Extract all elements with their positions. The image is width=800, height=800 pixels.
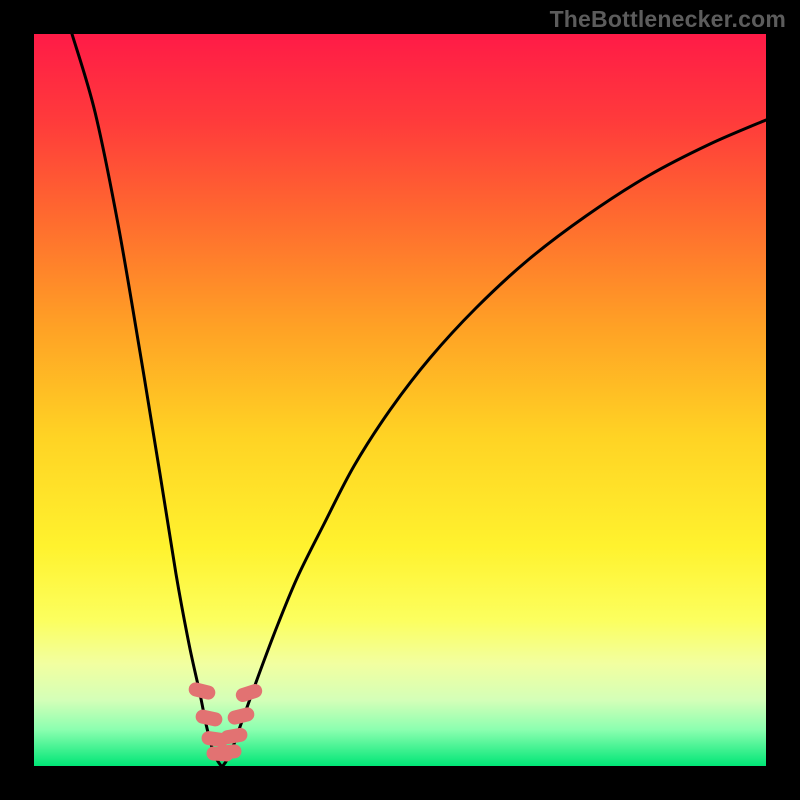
chart-root: TheBottlenecker.com <box>0 0 800 800</box>
watermark-text: TheBottlenecker.com <box>550 6 786 33</box>
plot-background <box>34 34 766 766</box>
plot-area <box>34 34 766 766</box>
plot-svg <box>34 34 766 766</box>
curve-marker <box>214 744 241 760</box>
